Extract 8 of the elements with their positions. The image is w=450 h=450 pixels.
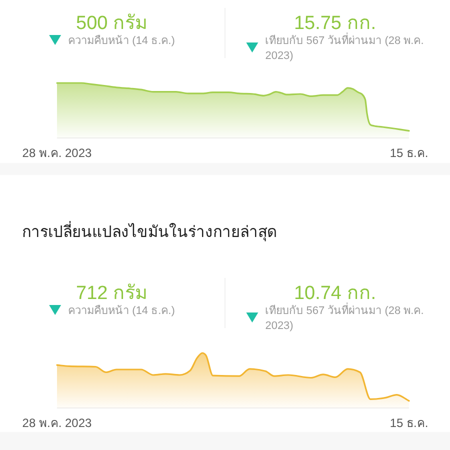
annotation: 712 กรัม (76, 283, 148, 304)
annotation: 500 กรัม (76, 13, 148, 34)
annotation: เทียบกับ 567 วันที่ผ่านมา (28 พ.ค. 2023) (265, 305, 424, 332)
annotation: เทียบกับ 567 วันที่ผ่านมา (28 พ.ค. 2023) (265, 35, 424, 62)
annotation: ความคืบหน้า (14 ธ.ค.) (68, 305, 175, 317)
annotation: ความคืบหน้า (14 ธ.ค.) (68, 35, 175, 47)
annotation: 10.74 กก. (294, 283, 376, 304)
annotation: 15.75 กก. (294, 13, 376, 34)
